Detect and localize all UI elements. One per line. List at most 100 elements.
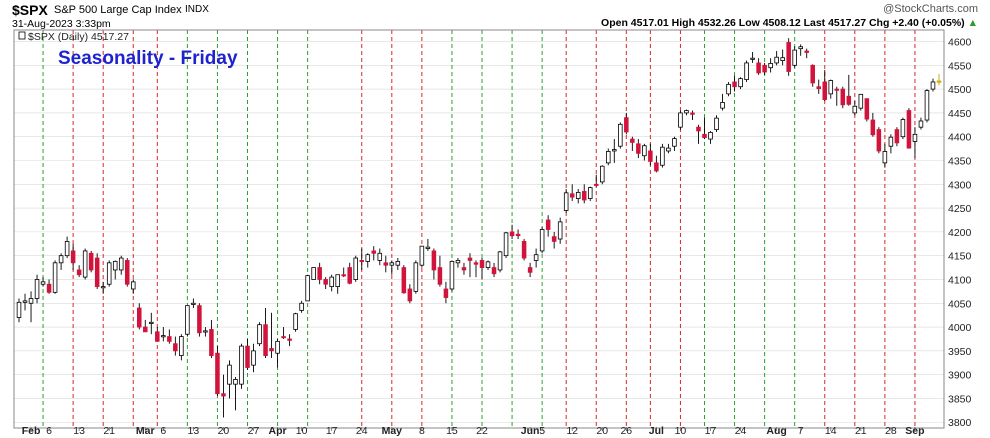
candle-body [106,262,112,285]
candle [431,248,437,280]
candle [203,327,208,337]
candle-body [720,102,725,109]
candle [798,44,803,56]
candle [708,130,713,144]
candle [100,281,106,294]
y-tick-label: 3950 [948,346,972,358]
candle [221,374,226,418]
candle-body [624,117,629,133]
candle-body [642,145,647,157]
candle-body [317,267,322,280]
candle [750,51,755,63]
candle-body [70,250,76,264]
y-tick-label: 4200 [948,227,972,239]
candle [732,75,737,92]
candle-body [137,307,142,328]
security-name: S&P 500 Large Cap Index [54,4,182,16]
candle [654,155,659,173]
candle-body [118,257,124,271]
candle [106,260,112,287]
y-tick-label: 3900 [948,370,972,382]
candle-body [744,62,749,80]
candle-body [870,119,876,136]
friday-lines [42,30,916,428]
candle [155,327,160,342]
candle [587,186,593,201]
plot-frame [13,29,945,429]
candle-body [167,336,172,342]
candle-body [786,42,791,72]
candle-body [750,57,755,60]
candle-body [636,143,641,154]
candle [413,260,419,294]
candle-body [395,260,401,266]
candle [545,215,551,237]
candle [690,110,695,121]
x-tick-label: Feb [22,425,41,437]
candle [149,312,154,335]
x-tick-label: 8 [419,425,425,437]
candle-body [413,262,419,292]
candle-body [780,57,785,61]
candle [606,148,611,166]
candle [161,327,166,342]
candle [581,184,587,204]
candle [894,127,900,147]
candle-body [738,78,743,88]
candle-body [930,81,936,90]
candle [816,79,821,94]
candle-body [882,151,888,164]
x-tick-label: 24 [356,425,368,437]
candle [209,319,214,358]
candle-body [299,302,304,311]
candle-body [864,98,870,120]
x-tick-label: 10 [296,425,308,437]
candle-body [341,274,346,277]
candle-body [581,191,587,201]
candle-body [431,250,437,271]
candle [215,346,220,397]
x-tick-label: May [382,425,403,437]
candle [227,360,232,399]
candle-body [924,90,930,121]
candle [804,48,809,59]
candle [437,255,443,287]
x-tick-label: 5 [539,425,545,437]
candle-body [533,254,539,261]
candle [786,38,791,76]
candle [425,239,431,251]
candle-body [497,251,503,271]
candle-body [329,276,334,288]
candle-body [618,123,623,147]
candle-body [587,187,593,199]
candle [852,101,858,116]
x-tick-label: 17 [705,425,717,437]
candle [293,312,298,332]
datetime: 31-Aug-2023 3:33pm [12,18,111,30]
candle-body [678,112,683,128]
candle [179,334,184,361]
candle [858,93,864,111]
candle-body [900,119,906,138]
candle [533,248,539,268]
candle-body [846,95,852,105]
candle-body [359,260,365,263]
candle [738,77,743,90]
candle-body [918,120,924,128]
candle-body [708,132,713,140]
x-tick-label: 14 [825,425,837,437]
candle-body [305,275,310,302]
candle [575,189,581,204]
candle [281,327,286,339]
candle [792,46,797,68]
candle [612,139,617,163]
candle [317,262,322,285]
x-tick-label: Apr [269,425,287,437]
candle [822,70,828,102]
x-tick-label: 27 [248,425,260,437]
candle-body [684,110,689,114]
candle [52,260,58,294]
candle-body [804,50,809,53]
candle [539,227,545,254]
